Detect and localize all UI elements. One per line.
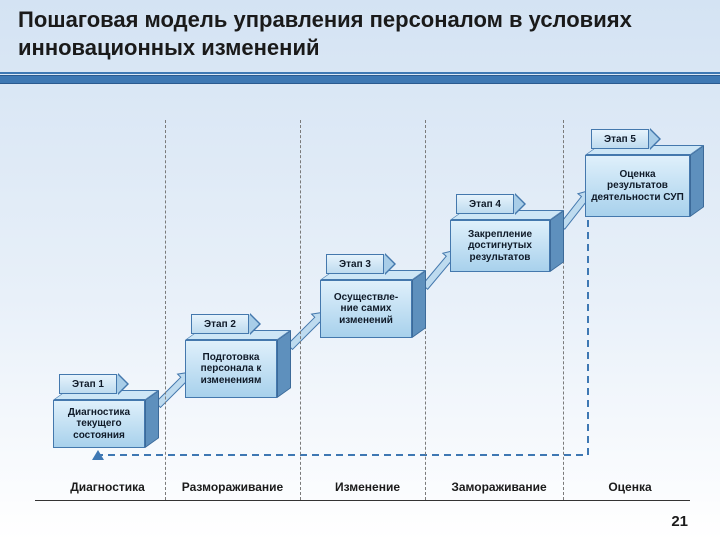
stage-box: Осуществле- ние самих изменений	[320, 280, 426, 348]
stage-tag-label: Этап 3	[326, 254, 384, 274]
stage-tag: Этап 2	[191, 314, 249, 334]
phase-separator	[300, 120, 301, 500]
stage-box: Диагностика текущего состояния	[53, 400, 159, 458]
stage-tag-label: Этап 4	[456, 194, 514, 214]
stage-box-label: Осуществле- ние самих изменений	[320, 280, 412, 338]
stage-box: Подготовка персонала к изменениям	[185, 340, 291, 408]
stage-box-label: Закрепление достигнутых результатов	[450, 220, 550, 272]
stage-tag-label: Этап 5	[591, 129, 649, 149]
phase-label: Диагностика	[50, 480, 165, 494]
stage-box: Оценка результатов деятельности СУП	[585, 155, 704, 227]
phase-label: Замораживание	[435, 480, 563, 494]
stage-box: Закрепление достигнутых результатов	[450, 220, 564, 282]
stage-box-label: Оценка результатов деятельности СУП	[585, 155, 690, 217]
stage-tag: Этап 3	[326, 254, 384, 274]
page-number: 21	[671, 513, 688, 530]
phase-label: Изменение	[310, 480, 425, 494]
phase-label: Оценка	[580, 480, 680, 494]
stage-tag: Этап 5	[591, 129, 649, 149]
stage-tag-label: Этап 1	[59, 374, 117, 394]
title-underline-bar	[0, 75, 720, 84]
stage-box-label: Подготовка персонала к изменениям	[185, 340, 277, 398]
stage-tag: Этап 4	[456, 194, 514, 214]
phase-baseline	[35, 500, 690, 501]
stage-box-label: Диагностика текущего состояния	[53, 400, 145, 448]
title-underline-thin	[0, 72, 720, 74]
phase-label: Размораживание	[165, 480, 300, 494]
title-container: Пошаговая модель управления персоналом в…	[18, 6, 702, 61]
slide-title: Пошаговая модель управления персоналом в…	[18, 6, 702, 61]
phase-separator	[563, 120, 564, 500]
phase-separator	[165, 120, 166, 500]
diagram-area: ДиагностикаРазмораживание Изменение Замора…	[0, 85, 720, 540]
stage-tag-label: Этап 2	[191, 314, 249, 334]
stage-tag: Этап 1	[59, 374, 117, 394]
